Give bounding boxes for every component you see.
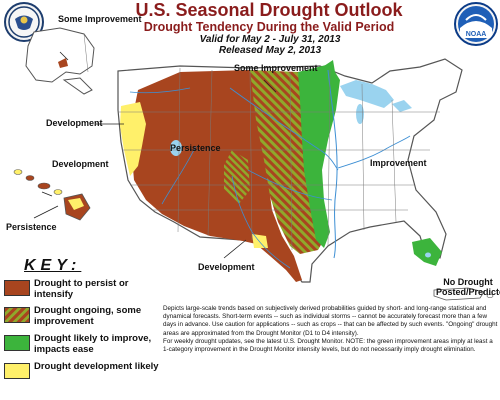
key-label-develop: Drought development likely (34, 361, 159, 372)
improvement-region-florida (412, 238, 442, 266)
key-title: KEY: (24, 257, 82, 274)
map-subtitle: Drought Tendency During the Valid Period (143, 20, 395, 34)
columbia-river (129, 87, 191, 94)
alaska-border (83, 33, 89, 73)
improvement-region-north (318, 60, 335, 82)
noaa-logo-text: NOAA (466, 31, 487, 38)
hawaii-islands (13, 169, 91, 221)
label-improvement-east: Improvement (370, 158, 427, 168)
label-development-hi: Development (52, 159, 109, 169)
label-persistence-west: Persistence (170, 143, 221, 153)
some-improvement-region-southwest (224, 150, 250, 205)
development-region-westcoast (120, 102, 146, 176)
key-item-persist: Drought to persist or intensify (4, 278, 169, 308)
colorado-river (161, 145, 197, 205)
key-label-improve: Drought likely to improve, impacts ease (34, 333, 152, 355)
lake-michigan (356, 104, 364, 124)
label-some-improvement-plains: Some Improvement (234, 63, 318, 73)
label-some-improvement-plains-text: Some Improvement (234, 63, 318, 73)
key-item-improve: Drought likely to improve, impacts ease (4, 333, 169, 363)
alaska-improvement (58, 58, 68, 68)
commerce-seal-icon (4, 2, 44, 42)
label-development-tx: Development (198, 262, 255, 272)
disclaimer-paragraph-2: For weekly drought updates, see the late… (163, 337, 493, 354)
lake-okeechobee (425, 252, 431, 258)
some-improvement-swatch (4, 307, 30, 323)
key-item-develop: Drought development likely (4, 361, 169, 391)
label-no-drought-pr-text: No Drought Posted/Predicted (436, 277, 500, 297)
disclaimer-paragraph-1: Depicts large-scale trends based on subj… (163, 305, 498, 337)
label-some-improvement-ak-text: Some Improvement (58, 14, 142, 24)
release-date: Released May 2, 2013 (218, 45, 322, 56)
label-development-ak: Development (46, 118, 103, 128)
development-region-texas (252, 234, 268, 248)
label-persistence-hi: Persistence (6, 222, 57, 232)
vieques-land (486, 294, 494, 298)
puerto-rico-land (433, 287, 485, 301)
state-borders (118, 67, 440, 251)
valid-period: Valid for May 2 - July 31, 2013 (199, 34, 341, 45)
great-lakes (340, 80, 412, 112)
key-label-persist: Drought to persist or intensify (34, 278, 129, 300)
label-some-improvement-ak: Some Improvement (58, 14, 142, 25)
missouri-river (229, 87, 339, 171)
label-no-drought-pr: No Drought Posted/Predicted (436, 277, 500, 297)
improve-swatch (4, 335, 30, 351)
map-title: U.S. Seasonal Drought Outlook (135, 0, 403, 20)
develop-swatch (4, 363, 30, 379)
disclaimer-text: Depicts large-scale trends based on subj… (163, 305, 498, 354)
key-label-some-improvement: Drought ongoing, some improvement (34, 305, 142, 327)
noaa-logo-icon: NOAA (454, 2, 498, 46)
pointer-lines (33, 51, 277, 259)
key-item-some-improvement: Drought ongoing, some improvement (4, 305, 169, 335)
arkansas-river (247, 169, 333, 201)
persist-swatch (4, 280, 30, 296)
